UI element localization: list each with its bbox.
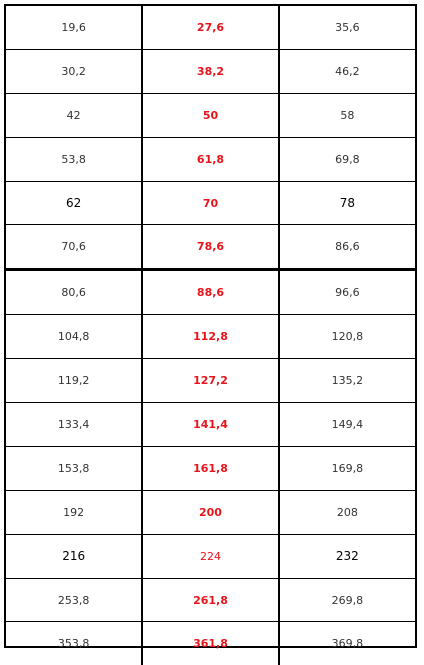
table-row: 80,6 88,6 96,6 [6,268,415,315]
cell-left: 353,8 [6,621,143,665]
table-row: 104,8 112,8 120,8 [6,314,415,359]
cell-left: 104,8 [6,314,143,359]
cell-middle: 88,6 [141,268,279,315]
cell-middle: 361,8 [141,621,279,665]
cell-left: 253,8 [6,577,143,622]
cell-left: 80,6 [6,268,143,315]
table-row: 53,8 61,8 69,8 [6,136,415,182]
cell-right: 369,8 [277,621,415,665]
table-row: 42 50 58 [6,92,415,138]
cell-left: 30,2 [6,48,143,94]
cell-middle: 161,8 [141,445,279,491]
cell-middle: 61,8 [141,136,279,182]
cell-middle: 50 [141,92,279,138]
cell-middle: 224 [141,533,279,579]
cell-right: 69,8 [277,136,415,182]
cell-right: 269,8 [277,577,415,622]
cell-right: 169,8 [277,445,415,491]
table-row: 119,2 127,2 135,2 [6,358,415,403]
cell-right: 135,2 [277,358,415,403]
table-row: 216 224 232 [6,533,415,579]
cell-right: 149,4 [277,402,415,447]
cell-left: 153,8 [6,445,143,491]
cell-left: 70,6 [6,224,143,270]
table-row: 353,8 361,8 369,8 [6,621,415,665]
value-table-frame: 19,6 27,6 35,6 30,2 38,2 46,2 42 50 58 5… [4,4,417,665]
cell-middle: 127,2 [141,358,279,403]
cell-right: 35,6 [277,6,415,50]
cell-right: 120,8 [277,314,415,359]
cell-left: 62 [6,180,143,225]
cell-middle: 141,4 [141,402,279,447]
table-row: 192 200 208 [6,489,415,535]
cell-middle: 261,8 [141,577,279,622]
value-table: 19,6 27,6 35,6 30,2 38,2 46,2 42 50 58 5… [6,6,415,665]
cell-middle: 38,2 [141,48,279,94]
cell-right: 78 [277,180,415,225]
table-row: 19,6 27,6 35,6 [6,6,415,50]
cell-middle: 78,6 [141,224,279,270]
table-row: 153,8 161,8 169,8 [6,445,415,491]
cell-middle: 70 [141,180,279,225]
cell-left: 53,8 [6,136,143,182]
table-row: 133,4 141,4 149,4 [6,402,415,447]
table-row: 62 70 78 [6,180,415,225]
cell-left: 42 [6,92,143,138]
cell-middle: 112,8 [141,314,279,359]
cell-left: 216 [6,533,143,579]
cell-right: 86,6 [277,224,415,270]
cell-left: 19,6 [61,20,86,34]
cell-right: 46,2 [277,48,415,94]
cell-middle: 27,6 [141,6,279,50]
table-row: 30,2 38,2 46,2 [6,48,415,94]
cell-middle: 200 [141,489,279,535]
cell-left: 192 [6,489,143,535]
cell-left: 119,2 [6,358,143,403]
cell-left: 133,4 [6,402,143,447]
table-row: 253,8 261,8 269,8 [6,577,415,622]
table-row: 70,6 78,6 86,6 [6,224,415,270]
cell-right: 208 [277,489,415,535]
cell-right: 96,6 [277,268,415,315]
cell-right: 232 [277,533,415,579]
cell-right: 58 [277,92,415,138]
